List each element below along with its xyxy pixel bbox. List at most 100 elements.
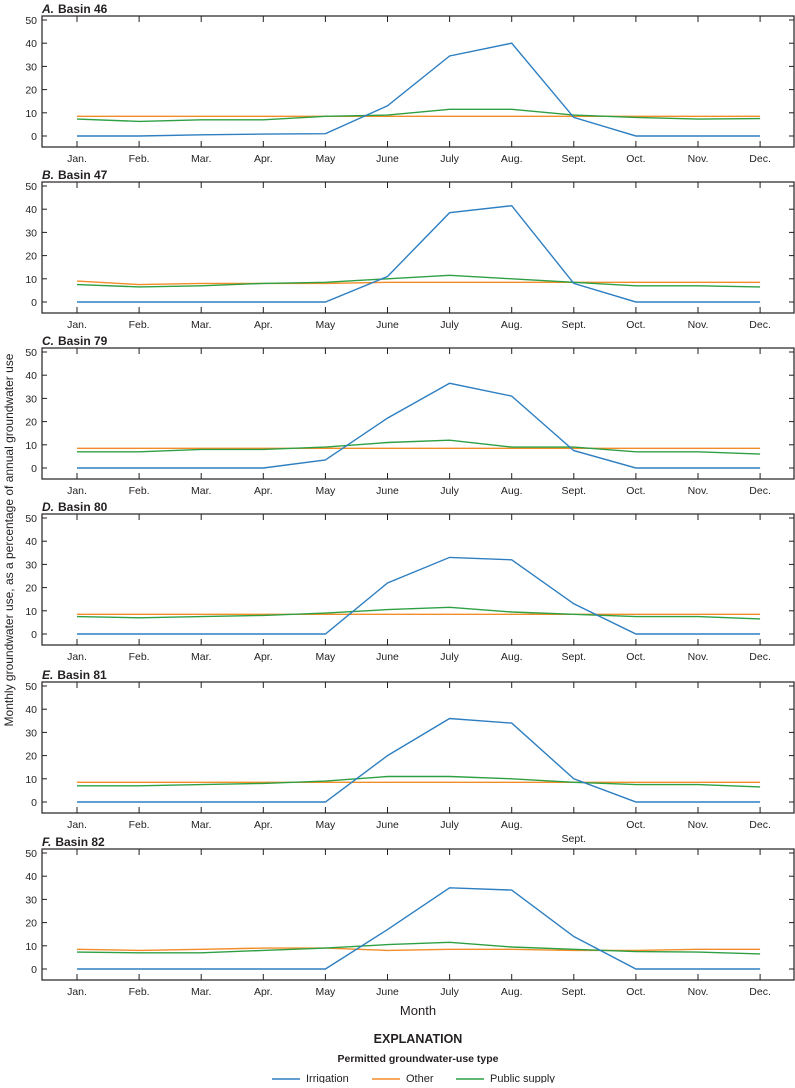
panel-letter: A. (41, 2, 54, 16)
y-tick-label: 50 (25, 181, 37, 193)
plot-frame (41, 681, 795, 814)
panel-title: D. Basin 80 (42, 500, 108, 514)
x-tick-label: Dec. (749, 819, 771, 831)
x-tick-label: June (376, 986, 399, 998)
y-tick-label: 0 (31, 797, 37, 809)
y-tick-label: 10 (25, 440, 37, 452)
plot-frame (41, 513, 795, 646)
y-tick-label: 40 (25, 370, 37, 382)
panel-basin-80: D. Basin 80 50 40 30 20 10 0 Jan. Feb. Mar. Apr. May… (25, 500, 795, 663)
y-tick-label: 40 (25, 204, 37, 216)
x-tick-label: Nov. (688, 651, 709, 663)
x-tick-label: Aug. (501, 485, 523, 497)
x-tick-label: Dec. (749, 319, 771, 331)
x-tick-label: Oct. (626, 651, 645, 663)
x-tick-label: Nov. (688, 986, 709, 998)
panel-letter: C. (42, 334, 54, 348)
x-tick-label: Mar. (191, 319, 211, 331)
x-tick-label: Mar. (191, 153, 211, 165)
panel-letter: B. (42, 168, 54, 182)
x-tick-label: Sept. (562, 986, 587, 998)
x-tick-label: Aug. (501, 819, 523, 831)
y-tick-label: 40 (25, 536, 37, 548)
y-tick-label: 0 (31, 131, 37, 143)
x-tick-label: May (315, 986, 336, 998)
x-tick-label: Jan. (67, 651, 87, 663)
legend-label: Irrigation (306, 1073, 349, 1083)
y-tick-label: 30 (25, 727, 37, 739)
y-tick-label: 20 (25, 583, 37, 595)
y-tick-label: 30 (25, 61, 37, 73)
y-tick-label: 20 (25, 751, 37, 763)
series-line-irrigation (77, 887, 761, 970)
series-line-irrigation (77, 42, 761, 137)
x-tick-label: Oct. (626, 485, 645, 497)
y-tick-label: 10 (25, 606, 37, 618)
x-tick-label: Jan. (67, 153, 87, 165)
y-tick-label: 40 (25, 704, 37, 716)
series-line-public-supply (76, 274, 761, 288)
x-tick-label: May (315, 819, 336, 831)
x-tick-label: Apr. (254, 485, 273, 497)
x-tick-label: July (440, 986, 459, 998)
panel-letter: D. (42, 500, 54, 514)
x-tick-label: Sept. (562, 319, 587, 331)
plot-frame (41, 181, 795, 314)
plot-frame (41, 848, 795, 981)
x-tick-label: May (315, 485, 336, 497)
y-tick-label: 0 (31, 964, 37, 976)
y-tick-label: 0 (31, 629, 37, 641)
series-line-irrigation (77, 556, 761, 635)
y-tick-label: 20 (25, 918, 37, 930)
x-tick-label: Nov. (688, 153, 709, 165)
x-tick-label: July (440, 319, 459, 331)
y-tick-label: 20 (25, 85, 37, 97)
y-tick-label: 20 (25, 417, 37, 429)
x-tick-label: July (440, 651, 459, 663)
panel-title: C. Basin 79 (42, 334, 108, 348)
x-tick-label: Feb. (129, 819, 150, 831)
x-tick-label: Oct. (626, 986, 645, 998)
x-tick-label: Feb. (129, 319, 150, 331)
x-tick-label: Apr. (254, 819, 273, 831)
panel-name: Basin 80 (58, 500, 108, 514)
series-line-irrigation (77, 717, 761, 803)
x-tick-label: Aug. (501, 986, 523, 998)
plot-frame (41, 15, 795, 148)
x-tick-label: Jan. (67, 319, 87, 331)
panel-title: F. Basin 82 (42, 835, 105, 849)
y-tick-label: 10 (25, 774, 37, 786)
x-tick-label: Oct. (626, 819, 645, 831)
x-tick-label: Oct. (626, 319, 645, 331)
plot-frame (41, 347, 795, 480)
panel-title: B. Basin 47 (42, 168, 108, 182)
series-line-public-supply (76, 606, 761, 620)
panel-name: Basin 47 (58, 168, 108, 182)
x-tick-label: Feb. (129, 485, 150, 497)
x-tick-label: Dec. (749, 153, 771, 165)
x-tick-label: Mar. (191, 485, 211, 497)
y-tick-label: 50 (25, 848, 37, 860)
legend: EXPLANATION Permitted groundwater-use typ… (272, 1032, 555, 1085)
y-tick-label: 10 (25, 108, 37, 120)
x-axis-label: Month (400, 1003, 436, 1018)
y-axis-label: Monthly groundwater use, as a percentage… (2, 353, 16, 726)
x-tick-label: Apr. (254, 651, 273, 663)
series-line-irrigation (77, 382, 761, 469)
x-tick-label: Feb. (129, 651, 150, 663)
panel-name: Basin 81 (57, 668, 107, 682)
y-tick-label: 50 (25, 513, 37, 525)
x-tick-label: Mar. (191, 986, 211, 998)
panel-name: Basin 82 (55, 835, 105, 849)
panel-title: A. Basin 46 (41, 2, 108, 16)
x-tick-label: Sept. (562, 651, 587, 663)
y-tick-label: 20 (25, 251, 37, 263)
panel-letter: F. (42, 835, 51, 849)
x-tick-label: Aug. (501, 319, 523, 331)
legend-title: EXPLANATION (374, 1032, 463, 1046)
y-tick-label: 10 (25, 274, 37, 286)
x-tick-label: July (440, 153, 459, 165)
legend-label: Public supply (490, 1073, 555, 1083)
x-tick-label: Nov. (688, 819, 709, 831)
